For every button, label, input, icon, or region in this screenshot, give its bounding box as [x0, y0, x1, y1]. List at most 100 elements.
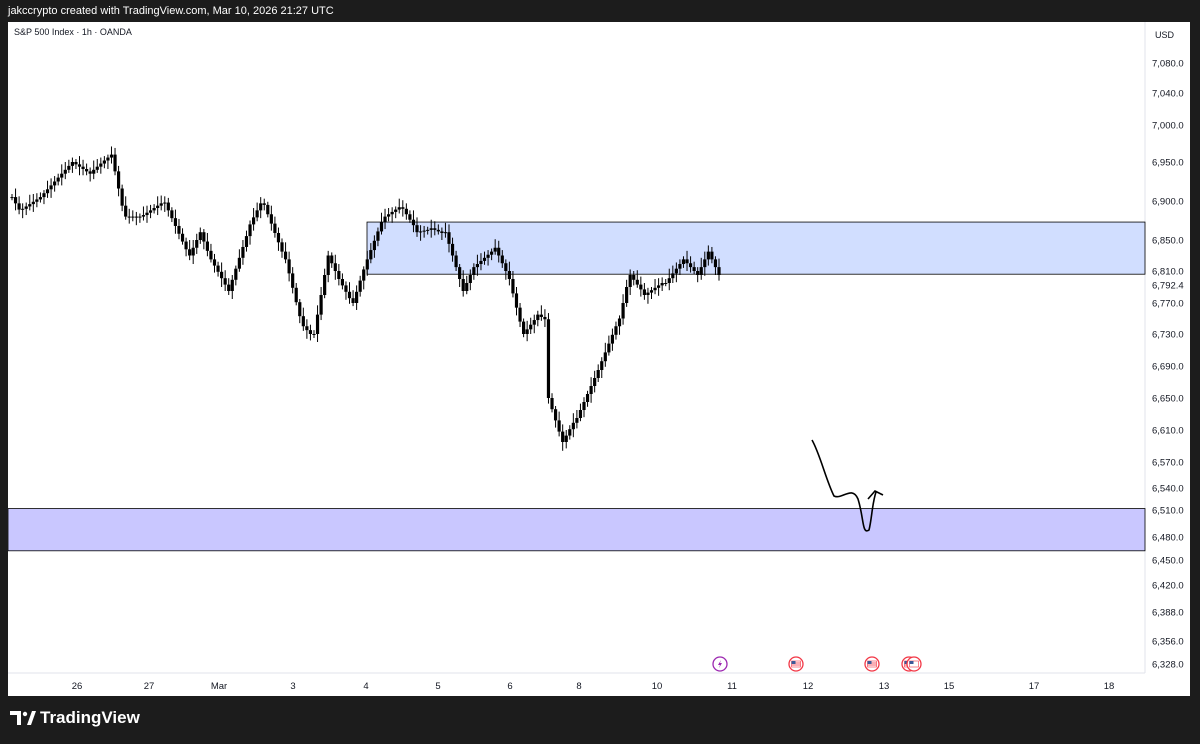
candle-body — [340, 279, 345, 286]
candle-body — [678, 264, 682, 269]
candle-body — [319, 295, 323, 315]
candle-body — [436, 229, 440, 232]
symbol-legend[interactable]: S&P 500 Index · 1h · OANDA — [14, 27, 132, 37]
candle-body — [223, 278, 227, 285]
candle-body — [273, 223, 277, 233]
candle-body — [536, 314, 540, 321]
candle-body — [529, 324, 533, 330]
candle-body — [344, 285, 348, 292]
candle-body — [596, 370, 600, 378]
candle-body — [475, 264, 480, 268]
price-tick-label: 6,510.0 — [1152, 506, 1184, 517]
candle-body — [13, 197, 18, 204]
time-tick-label: 10 — [652, 681, 663, 692]
candle-body — [575, 418, 579, 423]
candle-body — [38, 197, 43, 200]
candle-body — [330, 255, 334, 264]
candle-body — [106, 157, 110, 161]
price-chart[interactable]: 6,328.0 6,356.0 6,388.0 6,420.0 6,450.0 6,480… — [8, 22, 1190, 696]
candle-body — [426, 229, 430, 231]
price-tick-label: 6,570.0 — [1152, 458, 1184, 469]
candle-body — [35, 199, 39, 202]
candle-body — [280, 242, 284, 252]
candle-body — [234, 268, 238, 280]
candle-body — [411, 219, 416, 226]
time-tick-label: 13 — [879, 681, 890, 692]
time-tick-label: 17 — [1029, 681, 1040, 692]
resistance-zone — [366, 221, 1146, 275]
price-tick-label: 6,328.0 — [1152, 660, 1184, 671]
candle-body — [703, 259, 707, 268]
candle-body — [376, 231, 380, 241]
candle-body — [31, 201, 35, 205]
candle-body — [390, 211, 394, 215]
candles-group — [10, 146, 721, 451]
candle-body — [81, 166, 85, 170]
candle-body — [610, 334, 615, 344]
candle-body — [394, 209, 398, 212]
price-tick-label: 6,900.0 — [1152, 197, 1184, 208]
currency-label: USD — [1155, 30, 1175, 40]
price-tick-label: 6,850.0 — [1152, 236, 1184, 247]
price-tick-label: 7,000.0 — [1152, 121, 1184, 132]
candle-body — [447, 232, 451, 244]
last-price-label: 6,792.4 — [1152, 281, 1184, 292]
candle-body — [621, 303, 625, 319]
candle-body — [386, 214, 391, 217]
candle-body — [212, 259, 217, 266]
candle-body — [362, 269, 366, 281]
candle-body — [209, 250, 213, 260]
lightning-icon — [712, 656, 728, 672]
price-tick-label: 6,540.0 — [1152, 484, 1184, 495]
candle-body — [195, 240, 199, 248]
time-tick-label: 5 — [435, 681, 440, 692]
candle-body — [511, 279, 515, 294]
candle-body — [568, 429, 572, 436]
candle-body — [298, 302, 302, 317]
candle-body — [589, 386, 593, 394]
candle-body — [230, 279, 234, 291]
candle-body — [56, 177, 60, 182]
candle-body — [486, 254, 490, 258]
candle-body — [269, 214, 273, 224]
price-tick-label: 6,356.0 — [1152, 637, 1184, 648]
candle-body — [10, 197, 14, 199]
candle-body — [688, 263, 693, 268]
candle-body — [660, 283, 664, 286]
candle-body — [220, 271, 224, 279]
candle-body — [88, 171, 92, 174]
candle-body — [664, 283, 668, 284]
candle-body — [355, 291, 359, 303]
price-tick-label: 6,690.0 — [1152, 362, 1184, 373]
candle-body — [646, 292, 650, 295]
candle-body — [323, 275, 327, 295]
candle-body — [372, 240, 376, 251]
candle-body — [60, 173, 64, 178]
candle-body — [458, 267, 462, 279]
candle-body — [358, 280, 362, 292]
candle-body — [479, 260, 483, 265]
time-tick-label: 27 — [144, 681, 155, 692]
candle-body — [191, 247, 195, 256]
candle-body — [699, 267, 703, 275]
candle-body — [248, 224, 252, 237]
chart-panel[interactable]: 6,328.0 6,356.0 6,388.0 6,420.0 6,450.0 6,480… — [8, 22, 1190, 696]
us-flag-icon — [864, 656, 880, 672]
candle-body — [347, 291, 352, 299]
footer-bar: TradingView — [0, 696, 1200, 744]
candle-body — [85, 169, 89, 172]
candle-body — [202, 232, 206, 242]
candle-body — [45, 189, 50, 194]
candle-body — [582, 402, 586, 410]
candle-body — [241, 246, 245, 258]
candle-body — [301, 316, 305, 327]
candle-body — [497, 247, 501, 256]
tradingview-brand-text: TradingView — [40, 708, 140, 727]
candle-body — [578, 410, 583, 418]
candle-body — [490, 251, 494, 255]
candle-body — [600, 361, 604, 370]
candle-body — [401, 207, 405, 209]
candle-body — [312, 334, 316, 335]
tradingview-logo-icon — [10, 711, 36, 725]
candle-body — [124, 205, 128, 217]
